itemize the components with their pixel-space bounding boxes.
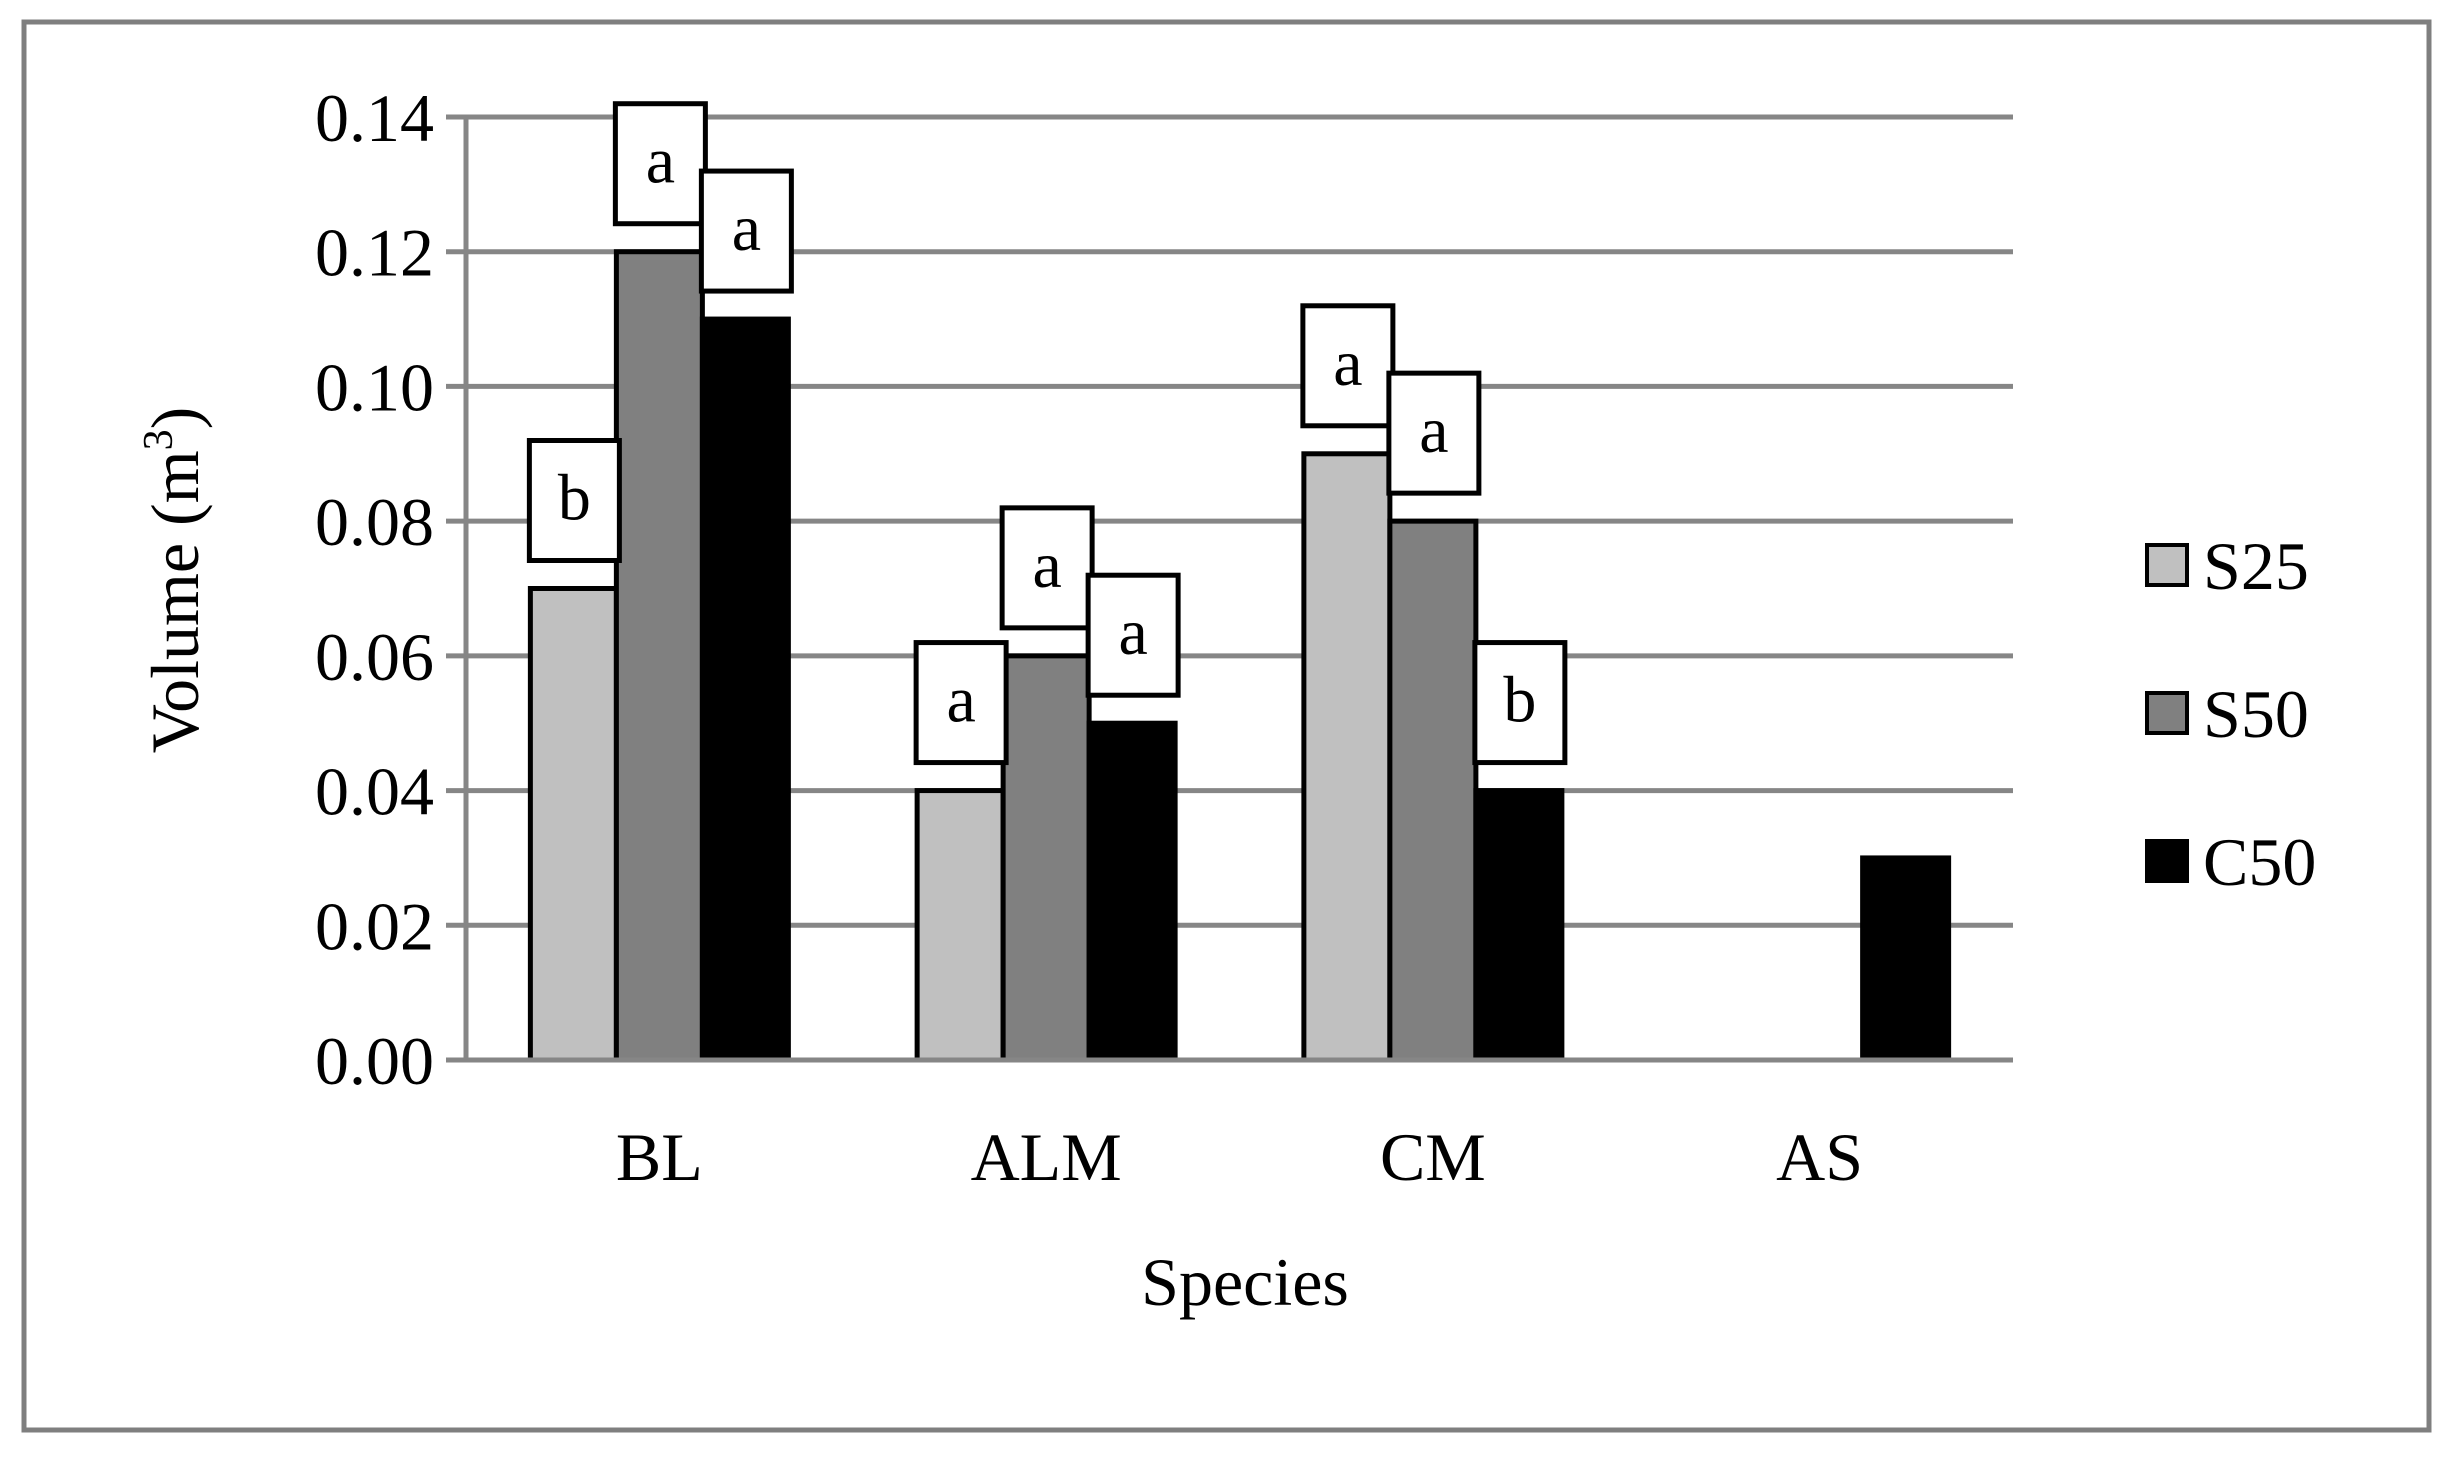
significance-label: a	[913, 640, 1009, 766]
bar-as-c50	[1860, 855, 1952, 1063]
x-tick-labels: BL ALM CM AS	[616, 1119, 1863, 1195]
significance-label-text: a	[732, 192, 761, 265]
significance-label-box	[698, 168, 794, 294]
significance-label-text: a	[1419, 394, 1448, 467]
y-axis-title-text: Volume (m	[137, 450, 213, 753]
bar-alm-s25	[914, 788, 1006, 1063]
y-tick-label: 0.04	[315, 754, 434, 830]
bar-bl-s50	[613, 249, 705, 1063]
bar-bl-s25	[527, 586, 619, 1063]
legend-item: S25	[2145, 528, 2309, 604]
legend-swatch	[2145, 839, 2189, 883]
bar-bl-c50	[699, 316, 791, 1063]
x-axis-title: Species	[1141, 1244, 1349, 1320]
legend-swatch	[2145, 691, 2189, 735]
significance-label: a	[698, 168, 794, 294]
significance-label-text: a	[946, 664, 975, 737]
bars	[527, 249, 1952, 1063]
y-axis-title-close: )	[137, 407, 213, 430]
legend-swatch	[2145, 543, 2189, 587]
bar-cm-s25	[1301, 451, 1393, 1063]
significance-label-text: a	[646, 125, 675, 198]
y-tick-label: 0.08	[315, 484, 434, 560]
legend-label: S50	[2203, 676, 2309, 752]
significance-label: b	[1472, 640, 1568, 766]
y-tick-label: 0.14	[315, 80, 434, 156]
significance-label-box	[999, 505, 1095, 631]
significance-label-box	[913, 640, 1009, 766]
significance-label: a	[1085, 572, 1181, 698]
legend-label: C50	[2203, 824, 2316, 900]
significance-label-box	[1472, 640, 1568, 766]
y-tick-label: 0.00	[315, 1023, 434, 1099]
x-tick-label: ALM	[971, 1119, 1122, 1195]
significance-label-box	[1300, 303, 1396, 429]
significance-label: a	[999, 505, 1095, 631]
legend: S25 S50 C50	[2145, 528, 2316, 900]
significance-label: a	[1386, 370, 1482, 496]
bar-alm-s50	[1000, 653, 1092, 1063]
y-tick-labels: 0.00 0.02 0.04 0.06 0.08 0.10 0.12 0.14	[315, 80, 434, 1099]
significance-label-text: a	[1118, 596, 1147, 669]
legend-item: S50	[2145, 676, 2309, 752]
significance-label-text: a	[1333, 327, 1362, 400]
significance-label: a	[1300, 303, 1396, 429]
significance-label-box	[612, 101, 708, 227]
significance-label-box	[1085, 572, 1181, 698]
bar-cm-s50	[1387, 518, 1479, 1063]
y-tick-label: 0.02	[315, 888, 434, 964]
bar-alm-c50	[1086, 720, 1178, 1063]
significance-label: b	[526, 438, 622, 563]
y-axis-title-superscript: 3	[136, 429, 182, 450]
significance-label-text: b	[558, 462, 591, 535]
legend-label: S25	[2203, 528, 2309, 604]
significance-label-text: a	[1032, 529, 1061, 602]
bar-cm-c50	[1473, 788, 1565, 1063]
chart-border	[21, 19, 2432, 1433]
y-tick-label: 0.10	[315, 349, 434, 425]
legend-item: C50	[2145, 824, 2316, 900]
y-axis-title: Volume (m3)	[136, 407, 213, 754]
x-tick-label: BL	[616, 1119, 703, 1195]
significance-label: a	[612, 101, 708, 227]
y-tick-label: 0.06	[315, 619, 434, 695]
y-tick-label: 0.12	[315, 215, 434, 291]
significance-label-text: b	[1503, 664, 1536, 737]
x-tick-label: CM	[1380, 1119, 1486, 1195]
significance-label-box	[526, 438, 622, 563]
x-tick-label: AS	[1776, 1119, 1863, 1195]
significance-label-box	[1386, 370, 1482, 496]
